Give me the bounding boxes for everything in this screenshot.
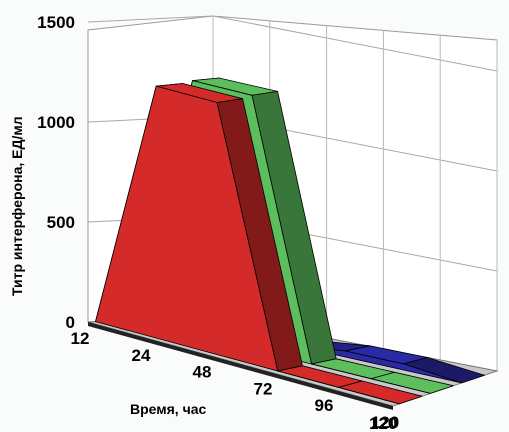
chart-floor-edge (88, 322, 393, 410)
y-tick-labels: 0 500 1000 1500 (37, 13, 75, 332)
x-tick-label: 48 (193, 363, 212, 382)
x-tick-label: 96 (315, 396, 334, 415)
y-tick-label: 500 (47, 213, 75, 232)
x-axis-label: Время, час (130, 401, 206, 417)
x-tick-label: 24 (132, 346, 151, 365)
y-tick-label: 0 (66, 313, 75, 332)
depth-tick-label: 120 (369, 414, 397, 432)
x-tick-label: 120 (371, 413, 399, 432)
series-1-face (95, 85, 400, 405)
y-axis-label: Титр интерферона, ЕД/мл (9, 116, 25, 296)
y-tick-label: 1000 (37, 113, 75, 132)
y-tick-label: 1500 (37, 13, 75, 32)
x-tick-labels: 12 24 48 72 96 120 (71, 329, 400, 432)
x-tick-label: 72 (254, 379, 273, 398)
chart-series (95, 77, 485, 405)
series-1 (95, 83, 423, 405)
x-tick-label: 12 (71, 329, 90, 348)
